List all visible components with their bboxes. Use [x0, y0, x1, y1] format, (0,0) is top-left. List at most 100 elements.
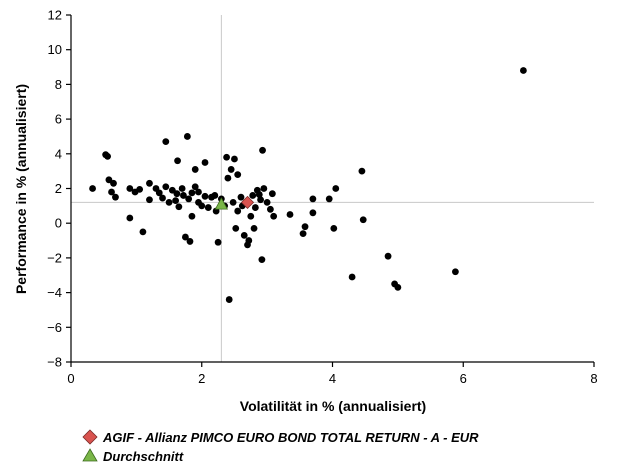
- data-point: [309, 195, 317, 203]
- data-point: [175, 203, 183, 211]
- x-tick-label: 0: [67, 371, 74, 386]
- data-point: [348, 273, 356, 281]
- data-point: [234, 171, 242, 179]
- data-point: [247, 212, 255, 220]
- data-point: [229, 198, 237, 206]
- data-point: [325, 195, 333, 203]
- data-point: [146, 179, 153, 187]
- y-tick-label: −8: [47, 355, 62, 370]
- data-point: [201, 159, 209, 166]
- y-tick-label: −6: [47, 320, 62, 335]
- data-point: [139, 228, 147, 236]
- data-point: [249, 192, 257, 199]
- y-tick-label: 2: [55, 181, 62, 196]
- data-point: [186, 238, 194, 245]
- data-point: [384, 252, 392, 260]
- data-point: [231, 155, 238, 163]
- y-tick-label: 8: [55, 77, 62, 92]
- data-point: [358, 167, 366, 175]
- highlight-markers: [214, 195, 255, 210]
- data-point: [299, 230, 307, 238]
- data-point: [452, 268, 459, 276]
- data-point: [240, 231, 248, 239]
- data-point: [108, 188, 115, 196]
- data-point: [227, 166, 235, 173]
- data-point: [188, 189, 196, 197]
- y-tick-label: 12: [48, 8, 62, 23]
- data-point: [180, 192, 187, 199]
- x-tick-label: 8: [590, 371, 597, 386]
- x-tick-label: 2: [198, 371, 205, 386]
- data-point: [204, 204, 212, 211]
- y-tick-label: 4: [55, 146, 62, 161]
- data-point: [359, 216, 367, 224]
- data-point: [258, 256, 266, 264]
- data-point: [104, 153, 112, 160]
- data-point: [146, 196, 153, 204]
- data-point: [268, 190, 276, 198]
- x-tick-label: 6: [460, 371, 467, 386]
- y-tick-label: −4: [47, 285, 62, 300]
- data-point: [201, 192, 209, 200]
- data-point: [286, 211, 294, 218]
- legend-diamond-marker: [82, 429, 98, 445]
- data-point: [266, 205, 274, 213]
- data-point: [225, 296, 233, 303]
- data-point: [259, 146, 266, 154]
- data-point: [232, 225, 240, 232]
- data-point: [174, 157, 181, 165]
- y-tick-label: 6: [55, 112, 62, 127]
- data-point: [89, 185, 96, 192]
- data-point: [234, 207, 242, 215]
- data-point: [301, 223, 309, 231]
- x-tick-label: 4: [329, 371, 336, 386]
- data-point: [198, 202, 206, 210]
- data-point: [519, 67, 527, 74]
- data-point: [250, 225, 258, 232]
- data-point: [173, 190, 181, 198]
- legend-label-average: Durchschnitt: [103, 449, 184, 464]
- data-point: [270, 212, 278, 220]
- data-point: [195, 188, 202, 196]
- legend-label-fund: AGIF - Allianz PIMCO EURO BOND TOTAL RET…: [102, 430, 479, 445]
- data-points: [89, 67, 527, 303]
- data-point: [309, 209, 317, 217]
- fund-diamond-marker: [240, 195, 255, 209]
- data-point: [112, 193, 119, 201]
- data-point: [260, 185, 268, 192]
- data-point: [178, 185, 186, 192]
- data-point: [394, 283, 402, 291]
- data-point: [251, 204, 259, 211]
- data-point: [263, 198, 271, 206]
- data-point: [191, 166, 199, 173]
- data-point: [185, 195, 193, 203]
- data-point: [223, 153, 230, 161]
- data-point: [330, 225, 338, 232]
- data-point: [155, 189, 163, 197]
- data-point: [162, 138, 170, 146]
- data-point: [188, 212, 196, 220]
- x-axis-title: Volatilität in % (annualisiert): [240, 398, 426, 414]
- legend-triangle-marker: [82, 448, 98, 462]
- data-point: [257, 196, 264, 204]
- axes: 12 10 8 6 4 2 0 −2 −4 −6 −8 0 2 4 6 8: [47, 8, 597, 387]
- data-point: [237, 193, 245, 201]
- data-point: [136, 185, 144, 193]
- data-point: [172, 197, 180, 205]
- data-point: [245, 237, 253, 244]
- y-axis-title: Performance in % (annualisiert): [13, 84, 29, 294]
- y-tick-label: −2: [47, 250, 62, 265]
- average-triangle-marker: [214, 197, 229, 210]
- y-tick-label: 10: [48, 42, 62, 57]
- legend: AGIF - Allianz PIMCO EURO BOND TOTAL RET…: [82, 429, 479, 464]
- data-point: [332, 185, 340, 192]
- data-point: [224, 174, 232, 182]
- reference-lines: [71, 15, 594, 362]
- y-tick-label: 0: [55, 216, 62, 231]
- legend-item-fund: AGIF - Allianz PIMCO EURO BOND TOTAL RET…: [82, 429, 479, 445]
- data-point: [182, 233, 189, 241]
- data-point: [255, 191, 263, 198]
- legend-item-average: Durchschnitt: [82, 448, 184, 464]
